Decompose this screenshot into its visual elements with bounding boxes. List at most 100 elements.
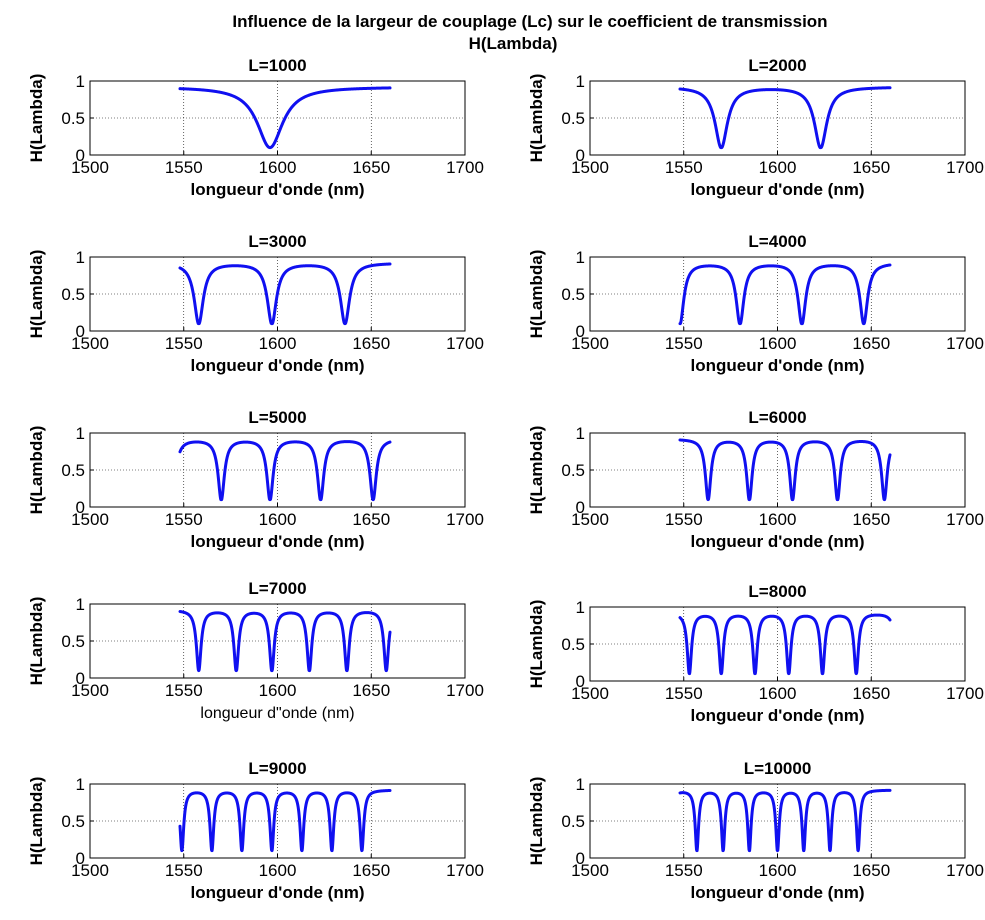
subplot-3-xtick-label-0: 1500 <box>71 334 109 353</box>
subplot-9-xtick-label-4: 1700 <box>446 861 484 880</box>
subplot-4-xtick-label-4: 1700 <box>946 334 984 353</box>
subplot-1-xtick-label-3: 1650 <box>352 158 390 177</box>
subplot-8-title: L=8000 <box>748 582 806 601</box>
subplot-5-xtick-label-4: 1700 <box>446 510 484 529</box>
subplot-4-ytick-label-1: 0.5 <box>561 285 585 304</box>
subplot-9-ylabel: H(Lambda) <box>27 777 46 866</box>
subplot-4-xtick-label-1: 1550 <box>665 334 703 353</box>
subplot-6-xlabel: longueur d'onde (nm) <box>690 532 864 551</box>
subplot-3: 1500 1550 1600 1650 1700 0 0.5 1 L=3000 longueur … <box>27 232 484 375</box>
subplot-6-xtick-label-4: 1700 <box>946 510 984 529</box>
subplot-7-xtick-label-4: 1700 <box>446 681 484 700</box>
subplot-10-ytick-label-2: 1 <box>576 775 585 794</box>
subplot-7-xtick-label-0: 1500 <box>71 681 109 700</box>
subplot-5: 1500 1550 1600 1650 1700 0 0.5 1 L=5000 longueur … <box>27 408 484 551</box>
subplot-7-ytick-label-2: 1 <box>76 595 85 614</box>
subplot-1-xtick-label-0: 1500 <box>71 158 109 177</box>
subplot-6-xtick-label-3: 1650 <box>852 510 890 529</box>
subplot-3-ytick-label-2: 1 <box>76 248 85 267</box>
subplot-8-xtick-label-0: 1500 <box>571 684 609 703</box>
subplot-4-xtick-label-3: 1650 <box>852 334 890 353</box>
subplot-8: 1500 1550 1600 1650 1700 0 0.5 1 L=8000 longueur … <box>527 582 984 725</box>
subplot-5-xlabel: longueur d'onde (nm) <box>190 532 364 551</box>
subplot-7-xtick-label-3: 1650 <box>352 681 390 700</box>
subplot-6-ytick-label-2: 1 <box>576 424 585 443</box>
subplot-8-ytick-label-0: 0 <box>576 672 585 691</box>
subplot-6-xtick-label-2: 1600 <box>759 510 797 529</box>
figure-subtitle: H(Lambda) <box>469 34 558 53</box>
subplot-2-ytick-label-0: 0 <box>576 146 585 165</box>
subplot-6-xtick-label-0: 1500 <box>571 510 609 529</box>
subplot-4-xtick-label-0: 1500 <box>571 334 609 353</box>
subplot-6: 1500 1550 1600 1650 1700 0 0.5 1 L=6000 longueur … <box>527 408 984 551</box>
subplot-8-xtick-label-1: 1550 <box>665 684 703 703</box>
subplot-6-transmission-curve <box>678 438 892 502</box>
subplot-grid: 1500 1550 1600 1650 1700 0 0.5 1 L=1000 longueur … <box>27 56 984 902</box>
subplot-6-xtick-label-1: 1550 <box>665 510 703 529</box>
subplot-7-ytick-label-1: 0.5 <box>61 632 85 651</box>
subplot-3-transmission-curve <box>178 262 392 326</box>
subplot-9-xlabel: longueur d'onde (nm) <box>190 883 364 902</box>
subplot-5-xtick-label-0: 1500 <box>71 510 109 529</box>
subplot-7-ytick-label-0: 0 <box>76 669 85 688</box>
subplot-10-xlabel: longueur d'onde (nm) <box>690 883 864 902</box>
subplot-4-ytick-label-0: 0 <box>576 322 585 341</box>
subplot-1-ytick-label-1: 0.5 <box>61 109 85 128</box>
subplot-3-xtick-label-1: 1550 <box>165 334 203 353</box>
subplot-7-xlabel: longueur d"onde (nm) <box>200 705 354 722</box>
subplot-2-xtick-label-0: 1500 <box>571 158 609 177</box>
subplot-10-xtick-label-3: 1650 <box>852 861 890 880</box>
subplot-5-xtick-label-3: 1650 <box>352 510 390 529</box>
subplot-5-ytick-label-2: 1 <box>76 424 85 443</box>
subplot-4-ytick-label-2: 1 <box>576 248 585 267</box>
subplot-7-xtick-label-1: 1550 <box>165 681 203 700</box>
subplot-5-ylabel: H(Lambda) <box>27 426 46 515</box>
subplot-1-ytick-label-2: 1 <box>76 72 85 91</box>
subplot-1-xtick-label-4: 1700 <box>446 158 484 177</box>
subplot-6-ytick-label-1: 0.5 <box>561 461 585 480</box>
subplot-4: 1500 1550 1600 1650 1700 0 0.5 1 L=4000 longueur … <box>527 232 984 375</box>
subplot-10-ytick-label-1: 0.5 <box>561 812 585 831</box>
subplot-7-title: L=7000 <box>248 579 306 598</box>
subplot-8-ytick-label-1: 0.5 <box>561 635 585 654</box>
subplot-10-xtick-label-0: 1500 <box>571 861 609 880</box>
subplot-2-xtick-label-4: 1700 <box>946 158 984 177</box>
subplot-1-transmission-curve <box>178 86 392 150</box>
subplot-8-xlabel: longueur d'onde (nm) <box>690 706 864 725</box>
subplot-2-ytick-label-1: 0.5 <box>561 109 585 128</box>
subplot-8-transmission-curve <box>678 613 892 676</box>
subplot-5-transmission-curve <box>178 440 392 502</box>
subplot-10-xtick-label-2: 1600 <box>759 861 797 880</box>
subplot-3-xtick-label-2: 1600 <box>259 334 297 353</box>
subplot-2: 1500 1550 1600 1650 1700 0 0.5 1 L=2000 longueur … <box>527 56 984 199</box>
subplot-3-ytick-label-0: 0 <box>76 322 85 341</box>
figure-title: Influence de la largeur de couplage (Lc)… <box>232 12 827 31</box>
subplot-9-ytick-label-0: 0 <box>76 849 85 868</box>
subplot-8-ylabel: H(Lambda) <box>527 600 546 689</box>
subplot-3-xtick-label-3: 1650 <box>352 334 390 353</box>
subplot-2-ytick-label-2: 1 <box>576 72 585 91</box>
subplot-8-xtick-label-3: 1650 <box>852 684 890 703</box>
subplot-10-xtick-label-1: 1550 <box>665 861 703 880</box>
subplot-2-ylabel: H(Lambda) <box>527 74 546 163</box>
subplot-1-xtick-label-2: 1600 <box>259 158 297 177</box>
subplot-9-xtick-label-2: 1600 <box>259 861 297 880</box>
subplot-1-xtick-label-1: 1550 <box>165 158 203 177</box>
subplot-7-transmission-curve <box>178 610 392 673</box>
subplot-2-xlabel: longueur d'onde (nm) <box>690 180 864 199</box>
subplot-4-xtick-label-2: 1600 <box>759 334 797 353</box>
subplot-9-xtick-label-3: 1650 <box>352 861 390 880</box>
subplot-1-title: L=1000 <box>248 56 306 75</box>
subplot-8-xtick-label-4: 1700 <box>946 684 984 703</box>
subplot-5-xtick-label-2: 1600 <box>259 510 297 529</box>
subplot-2-xtick-label-2: 1600 <box>759 158 797 177</box>
subplot-5-title: L=5000 <box>248 408 306 427</box>
subplot-5-ytick-label-0: 0 <box>76 498 85 517</box>
subplot-9-xtick-label-1: 1550 <box>165 861 203 880</box>
subplot-2-xtick-label-1: 1550 <box>665 158 703 177</box>
subplot-3-title: L=3000 <box>248 232 306 251</box>
subplot-7-xtick-label-2: 1600 <box>259 681 297 700</box>
subplot-1-xlabel: longueur d'onde (nm) <box>190 180 364 199</box>
subplot-10-xtick-label-4: 1700 <box>946 861 984 880</box>
subplot-5-xtick-label-1: 1550 <box>165 510 203 529</box>
